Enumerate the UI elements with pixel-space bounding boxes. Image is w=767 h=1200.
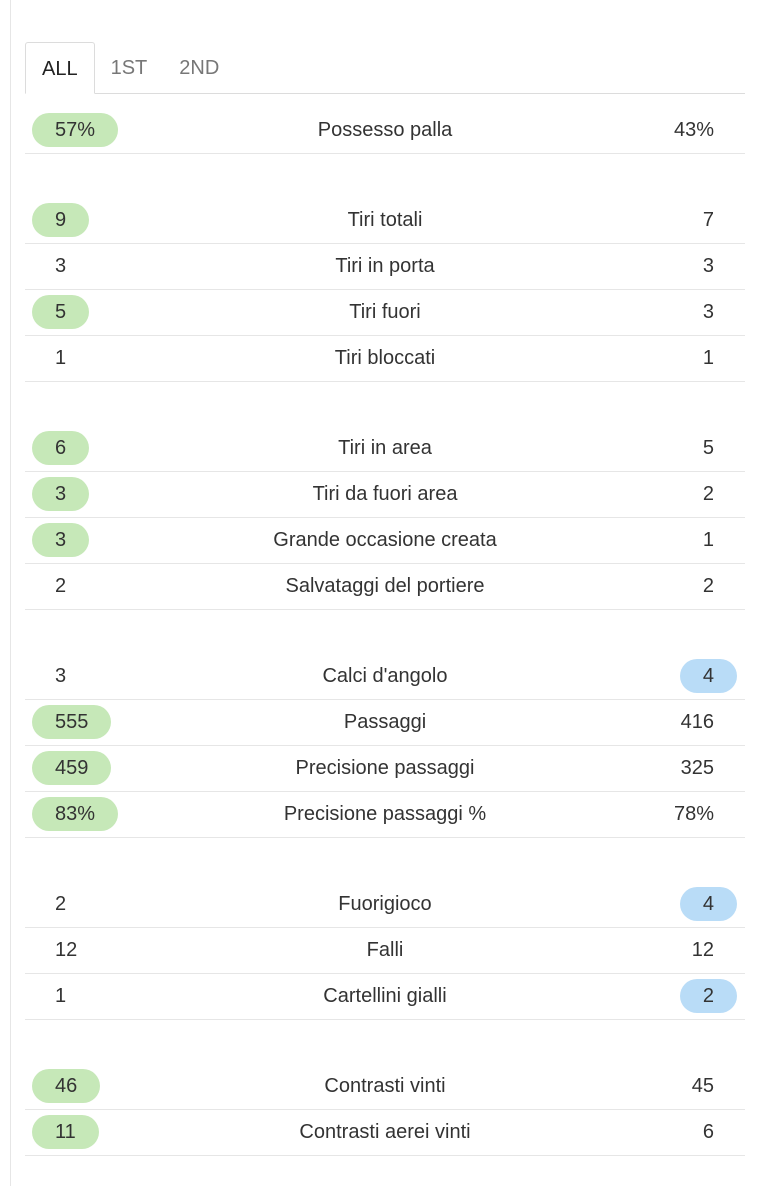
away-value: 78% — [673, 803, 714, 825]
stat-group: Tiri totali 9 7 Tiri in porta 3 3 Tiri fuori 5 3… — [25, 198, 745, 382]
home-value: 12 — [55, 939, 78, 961]
away-value: 5 — [702, 437, 714, 459]
away-value: 6 — [702, 1121, 714, 1143]
stat-label: Tiri fuori — [349, 301, 421, 323]
away-value: 2 — [702, 575, 714, 597]
stat-label: Tiri da fuori area — [312, 483, 458, 505]
stat-row: Passaggi 555 416 — [25, 700, 745, 746]
stat-row: Precisione passaggi 459 325 — [25, 746, 745, 792]
stat-label: Tiri in porta — [335, 255, 435, 277]
home-value: 555 — [32, 705, 112, 739]
away-value: 7 — [702, 209, 714, 231]
home-value: 3 — [55, 255, 67, 277]
stat-label: Precisione passaggi % — [283, 803, 487, 825]
home-value: 2 — [55, 575, 67, 597]
away-value: 2 — [679, 979, 737, 1013]
home-value: 6 — [32, 431, 90, 465]
tab[interactable]: 1ST — [110, 57, 148, 79]
away-value: 45 — [691, 1075, 714, 1097]
stat-group: Contrasti vinti 46 45 Contrasti aerei vinti… — [25, 1064, 745, 1156]
stat-label: Tiri bloccati — [334, 347, 436, 369]
home-value: 3 — [55, 665, 67, 687]
tab-bar: ALL 1ST 2ND — [25, 42, 745, 94]
away-value: 1 — [702, 529, 714, 551]
home-value: 2 — [55, 893, 67, 915]
home-value: 3 — [32, 477, 90, 511]
home-value: 459 — [32, 751, 112, 785]
away-value: 2 — [702, 483, 714, 505]
stat-label: Cartellini gialli — [323, 985, 447, 1007]
stat-label: Contrasti aerei vinti — [299, 1121, 471, 1143]
stat-row: Contrasti aerei vinti 11 6 — [25, 1110, 745, 1156]
stat-row: Tiri in porta 3 3 — [25, 244, 745, 290]
stat-label: Passaggi — [343, 711, 427, 733]
stat-row: Cartellini gialli 1 2 — [25, 974, 745, 1020]
stat-row: Grande occasione creata 3 1 — [25, 518, 745, 564]
stat-row: Contrasti vinti 46 45 — [25, 1064, 745, 1110]
stat-row: Tiri da fuori area 3 2 — [25, 472, 745, 518]
stat-row: Precisione passaggi % 83% 78% — [25, 792, 745, 838]
home-value: 1 — [55, 985, 67, 1007]
stat-row: Tiri totali 9 7 — [25, 198, 745, 244]
stat-label: Salvataggi del portiere — [285, 575, 485, 597]
away-value: 1 — [702, 347, 714, 369]
stat-label: Precisione passaggi — [295, 757, 475, 779]
stat-row: Possesso palla 57% 43% — [25, 108, 745, 154]
stat-row: Tiri in area 6 5 — [25, 426, 745, 472]
home-value: 57% — [32, 113, 119, 147]
stat-label: Possesso palla — [317, 119, 453, 141]
stat-row: Salvataggi del portiere 2 2 — [25, 564, 745, 610]
stat-row: Fuorigioco 2 4 — [25, 882, 745, 928]
away-value: 3 — [702, 301, 714, 323]
home-value: 5 — [32, 295, 90, 329]
away-value: 4 — [679, 887, 737, 921]
home-value: 9 — [32, 203, 90, 237]
stat-group: Possesso palla 57% 43% — [25, 108, 745, 154]
stat-label: Fuorigioco — [338, 893, 432, 915]
away-value: 325 — [680, 757, 714, 779]
panel-edge — [10, 0, 11, 1186]
stat-row: Tiri fuori 5 3 — [25, 290, 745, 336]
stat-group: Calci d'angolo 3 4 Passaggi 555 416 Precisione… — [25, 654, 745, 838]
stat-label: Falli — [366, 939, 404, 961]
stat-group: Fuorigioco 2 4 Falli 12 12 Cartellini gialli 1 2 — [25, 882, 745, 1020]
stat-label: Calci d'angolo — [322, 665, 448, 687]
away-value: 3 — [702, 255, 714, 277]
stat-label: Tiri totali — [347, 209, 423, 231]
away-value: 43% — [673, 119, 714, 141]
home-value: 1 — [55, 347, 67, 369]
stat-row: Tiri bloccati 1 1 — [25, 336, 745, 382]
away-value: 416 — [680, 711, 714, 733]
stat-label: Contrasti vinti — [324, 1075, 446, 1097]
stat-row: Calci d'angolo 3 4 — [25, 654, 745, 700]
away-value: 4 — [679, 659, 737, 693]
home-value: 11 — [32, 1115, 99, 1149]
stats-table: Possesso palla 57% 43% Tiri totali 9 7 Tiri in… — [25, 108, 745, 1200]
tab[interactable]: ALL — [25, 42, 95, 94]
stat-label: Grande occasione creata — [273, 529, 497, 551]
home-value: 83% — [32, 797, 119, 831]
away-value: 12 — [691, 939, 714, 961]
stat-row: Falli 12 12 — [25, 928, 745, 974]
home-value: 3 — [32, 523, 90, 557]
stat-group: Tiri in area 6 5 Tiri da fuori area 3 2 Grande… — [25, 426, 745, 610]
tab[interactable]: 2ND — [179, 57, 220, 79]
stat-label: Tiri in area — [338, 437, 432, 459]
home-value: 46 — [32, 1069, 101, 1103]
